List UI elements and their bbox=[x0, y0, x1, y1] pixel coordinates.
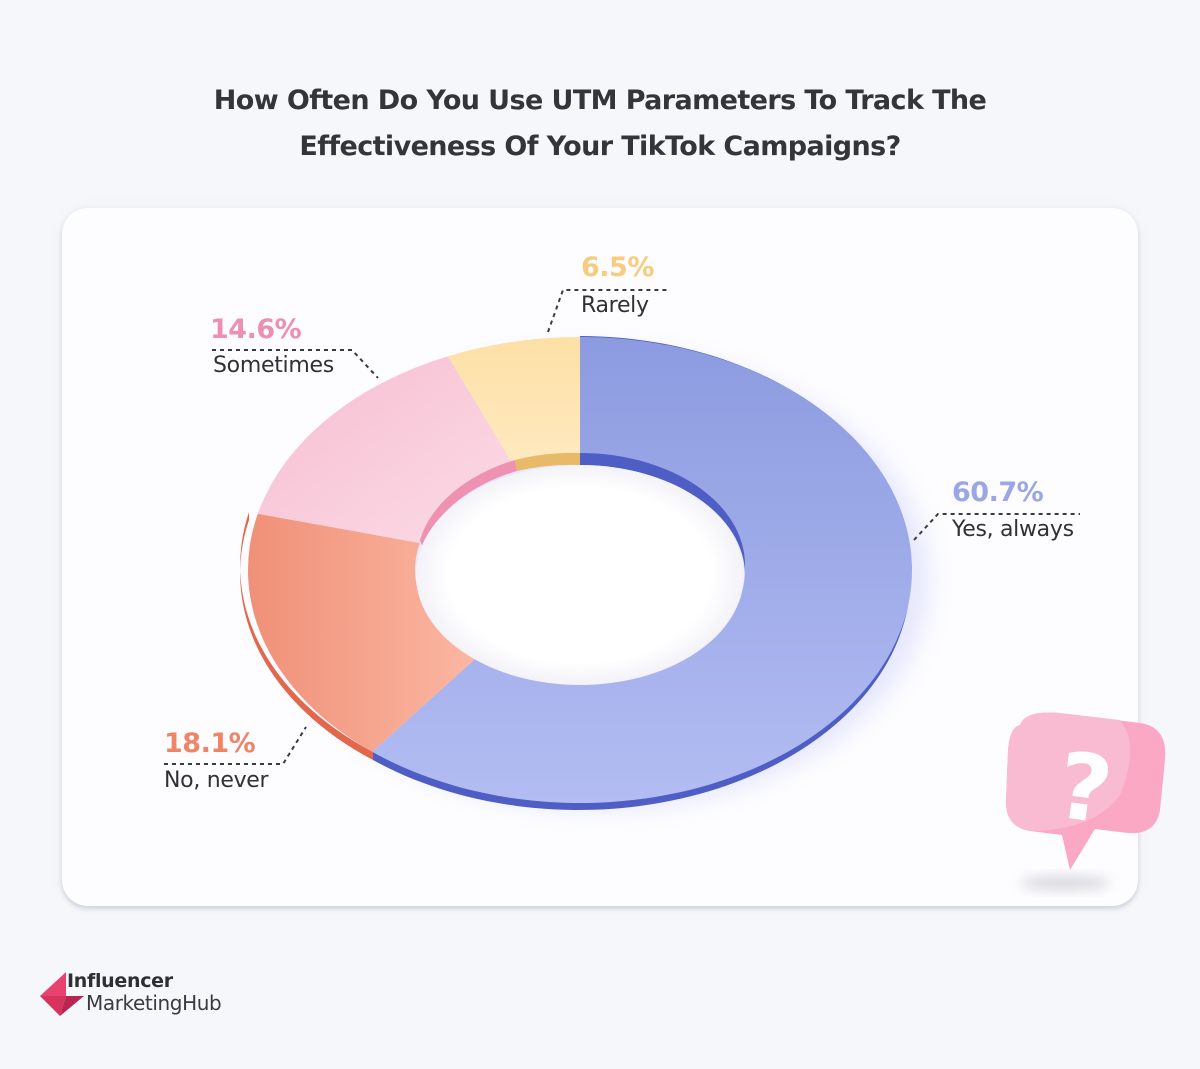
brand-name-line1: Influencer bbox=[67, 970, 173, 992]
chart-title-line2: Effectiveness Of Your TikTok Campaigns? bbox=[299, 131, 901, 162]
label-rarely-name: Rarely bbox=[581, 293, 649, 318]
chart-title: How Often Do You Use UTM Parameters To T… bbox=[0, 78, 1200, 170]
chart-title-line1: How Often Do You Use UTM Parameters To T… bbox=[213, 85, 987, 116]
donut-edge bbox=[240, 336, 911, 810]
label-sometimes: 14.6% Sometimes bbox=[210, 314, 334, 380]
label-sometimes-name: Sometimes bbox=[213, 353, 334, 378]
brand-name-line2: MarketingHub bbox=[86, 991, 222, 1015]
slice-yes-always bbox=[372, 337, 913, 803]
leader-lines bbox=[164, 289, 1080, 765]
label-yes-name: Yes, always bbox=[952, 517, 1074, 542]
donut-slices bbox=[248, 337, 913, 803]
slice-rarely bbox=[448, 337, 580, 468]
label-no-pct: 18.1% bbox=[164, 728, 256, 759]
label-no-name: No, never bbox=[164, 768, 269, 793]
label-rarely: 6.5% Rarely bbox=[581, 252, 654, 320]
leader-rarely bbox=[547, 289, 668, 333]
slice-no-never bbox=[248, 513, 477, 752]
donut-hole bbox=[416, 465, 744, 685]
question-bubble-icon: ? bbox=[1005, 712, 1166, 890]
brand-logo-icon bbox=[40, 972, 84, 1016]
leader-sometimes bbox=[212, 349, 379, 379]
label-rarely-pct: 6.5% bbox=[581, 252, 654, 283]
label-yes: 60.7% Yes, always bbox=[952, 477, 1074, 544]
leader-yes bbox=[913, 513, 1080, 541]
label-yes-pct: 60.7% bbox=[952, 477, 1044, 508]
label-sometimes-pct: 14.6% bbox=[210, 314, 302, 345]
donut-inner-rim bbox=[420, 452, 745, 575]
label-no: 18.1% No, never bbox=[164, 728, 269, 795]
